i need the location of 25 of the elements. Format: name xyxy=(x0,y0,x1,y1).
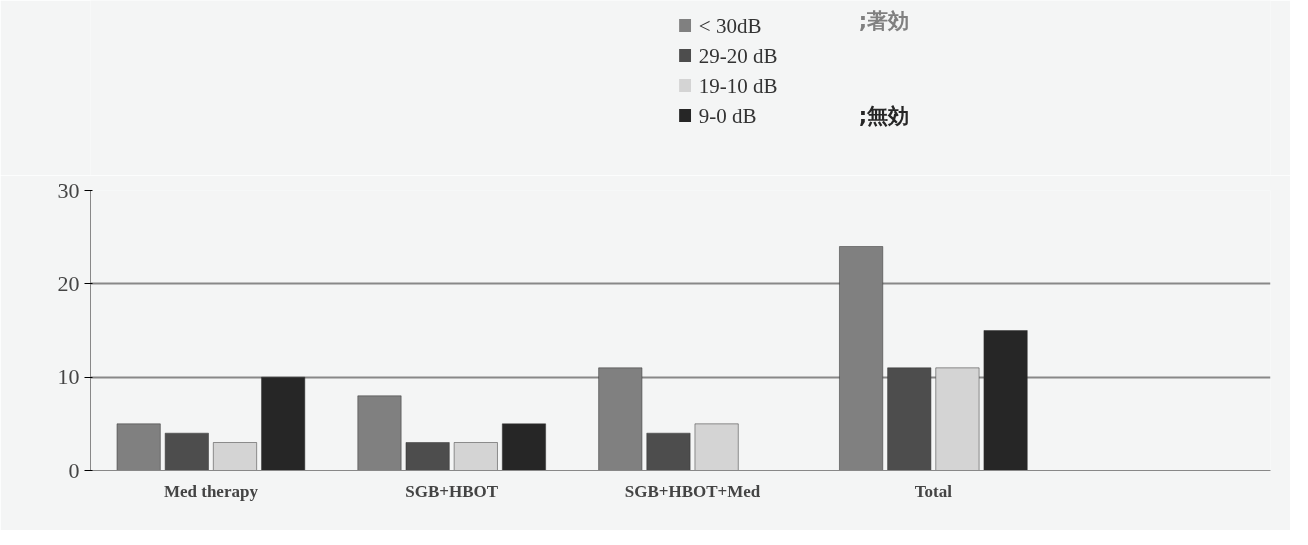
text: ;著効 xyxy=(858,8,910,33)
legend-label: 19-10 dB xyxy=(698,73,778,98)
x-tick-label: SGB+HBOT+Med xyxy=(624,481,761,501)
x-tick-label: Med therapy xyxy=(163,481,259,501)
x-tick-label: Total xyxy=(914,481,953,501)
legend-label: 9-0 dB xyxy=(698,103,757,128)
legend-label: 29-20 dB xyxy=(698,43,778,68)
bar xyxy=(935,367,980,471)
bar xyxy=(502,423,546,471)
bar xyxy=(261,376,306,471)
bar xyxy=(405,442,450,471)
bar xyxy=(164,432,209,471)
legend-label: < 30dB xyxy=(698,13,762,38)
bar xyxy=(646,432,691,471)
bar xyxy=(887,367,932,471)
x-tick-label: SGB+HBOT xyxy=(405,481,499,501)
y-tick-label: 30 xyxy=(57,177,80,203)
text: ;無効 xyxy=(858,103,910,128)
bar xyxy=(213,442,257,471)
bar xyxy=(694,423,739,471)
y-tick-label: 20 xyxy=(57,270,80,296)
bar xyxy=(453,442,498,471)
y-tick-label: 0 xyxy=(68,457,80,483)
bar xyxy=(983,330,1028,471)
y-tick-label: 10 xyxy=(57,364,80,390)
